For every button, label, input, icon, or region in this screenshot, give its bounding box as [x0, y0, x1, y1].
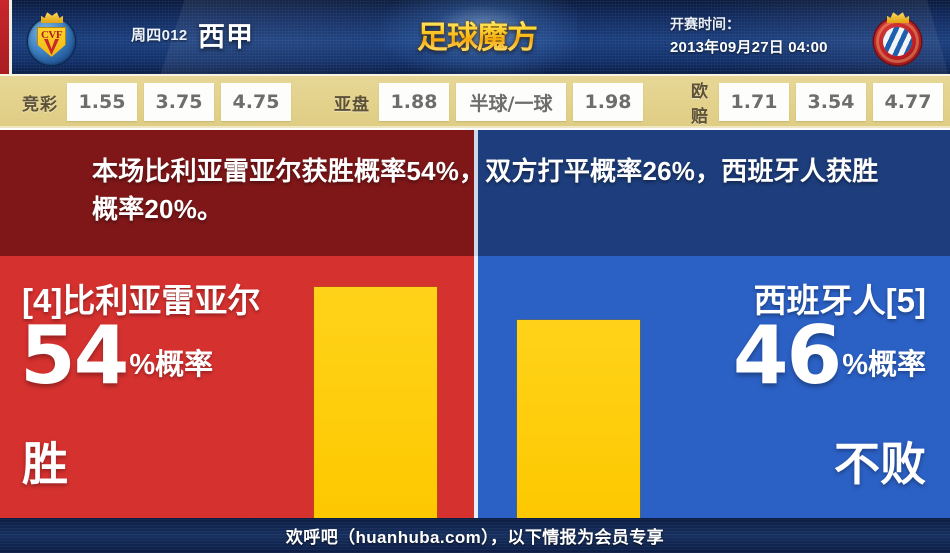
odds-value-draw[interactable]: 3.75 [144, 83, 214, 121]
stripes-icon [883, 27, 912, 56]
odds-group-label: 欧赔 [691, 82, 709, 126]
away-probability-value: 46 [732, 309, 842, 402]
odds-value-draw[interactable]: 3.54 [796, 83, 866, 121]
home-probability-value: 54 [20, 309, 129, 402]
summary-center-divider [474, 130, 478, 256]
crown-icon [887, 12, 909, 23]
odds-group-european: 欧赔 1.71 3.54 4.77 [691, 76, 950, 128]
odds-group-label: 竞彩 [22, 94, 58, 114]
summary-band: 本场比利亚雷亚尔获胜概率54%，双方打平概率26%，西班牙人获胜概率20%。 [0, 130, 950, 256]
away-probability: 46 %概率 [732, 309, 926, 402]
villarreal-crest: CVF [22, 6, 82, 68]
left-red-stripe [0, 0, 9, 74]
left-white-divider [9, 0, 12, 74]
brand-logo: 足球魔方 [378, 0, 578, 74]
league-name: 西甲 [198, 22, 254, 52]
brand-logo-text: 足球魔方 [412, 12, 542, 57]
kickoff-time-value: 2013年09月27日 04:00 [670, 39, 828, 56]
espanyol-crest [868, 6, 928, 68]
crown-icon [41, 12, 63, 23]
odds-group-asian: 亚盘 1.88 半球/一球 1.98 [334, 76, 650, 128]
away-verdict: 不败 [834, 438, 926, 490]
home-team-name: [4]比利亚雷亚尔 [22, 282, 261, 319]
home-probability-suffix: %概率 [129, 349, 214, 381]
away-team-panel: 西班牙人[5] 46 %概率 不败 [476, 256, 950, 518]
crest-letters: CVF [40, 29, 63, 41]
logo-glow-icon [378, 0, 578, 74]
match-round-label: 周四012 [131, 27, 188, 44]
odds-value-home[interactable]: 1.55 [67, 83, 137, 121]
odds-group-jingcai: 竞彩 1.55 3.75 4.75 [22, 76, 298, 128]
odds-value-home[interactable]: 1.71 [719, 83, 789, 121]
home-verdict: 胜 [22, 438, 68, 490]
chart-bar-home [314, 287, 437, 518]
odds-group-label: 亚盘 [334, 94, 370, 114]
summary-band-away-half [476, 130, 950, 256]
odds-value-home[interactable]: 1.88 [379, 83, 449, 121]
summary-band-home-half [0, 130, 476, 256]
home-probability: 54 %概率 [20, 309, 214, 402]
odds-value-handicap[interactable]: 半球/一球 [456, 83, 566, 121]
panels-center-divider [474, 256, 478, 518]
probability-chart: [4]比利亚雷亚尔 54 %概率 胜 西班牙人[5] 46 %概率 不败 [0, 256, 950, 518]
odds-value-away[interactable]: 4.75 [221, 83, 291, 121]
odds-value-away[interactable]: 1.98 [573, 83, 643, 121]
odds-bar: 竞彩 1.55 3.75 4.75 亚盘 1.88 半球/一球 1.98 欧赔 … [0, 74, 950, 128]
footer-bar: 欢呼吧（huanhuba.com），以下情报为会员专享 [0, 518, 950, 553]
footer-text: 欢呼吧（huanhuba.com），以下情报为会员专享 [285, 528, 665, 547]
chart-bar-away [517, 320, 640, 518]
crest-ring-icon [876, 20, 919, 63]
away-team-name: 西班牙人[5] [753, 282, 926, 319]
kickoff-time-label: 开赛时间： [670, 16, 740, 32]
header-bar: CVF 周四012 西甲 足球魔方 开赛时间： 2013年09月27日 04:0… [0, 0, 950, 74]
summary-text: 本场比利亚雷亚尔获胜概率54%，双方打平概率26%，西班牙人获胜概率20%。 [92, 156, 879, 224]
away-probability-suffix: %概率 [842, 349, 926, 381]
odds-value-away[interactable]: 4.77 [873, 83, 943, 121]
home-team-panel: [4]比利亚雷亚尔 54 %概率 胜 [0, 256, 476, 518]
